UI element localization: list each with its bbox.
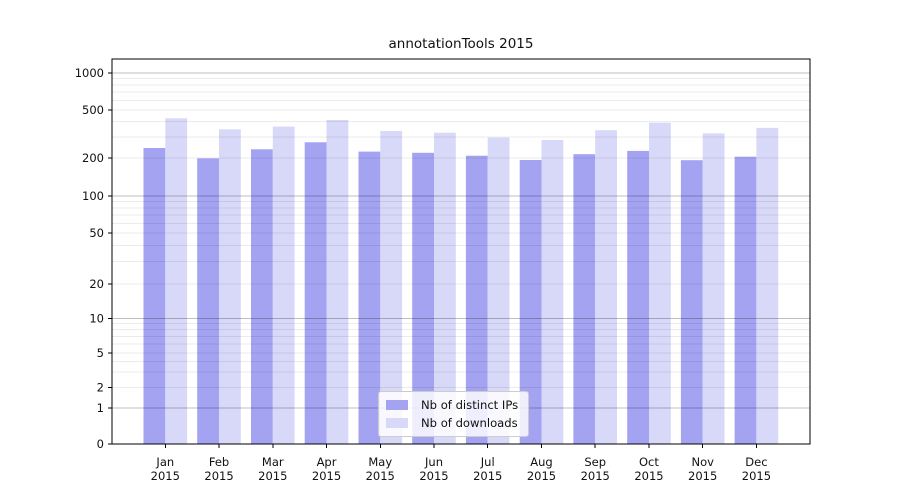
y-tick-label: 2 — [97, 381, 104, 395]
legend-swatch-downloads — [386, 418, 408, 428]
x-tick-label-month: Mar — [262, 455, 284, 469]
x-tick-label-month: May — [368, 455, 392, 469]
x-tick-label-year: 2015 — [151, 469, 180, 483]
y-tick-label: 0 — [97, 437, 104, 451]
bar-nov-ips — [680, 160, 703, 444]
bar-aug-downloads — [541, 140, 564, 444]
y-tick-label: 20 — [89, 277, 104, 291]
legend-label-distinct-ips: Nb of distinct IPs — [421, 398, 519, 412]
x-tick-label-month: Nov — [691, 455, 714, 469]
y-tick-label: 5 — [97, 346, 104, 360]
bar-may-ips — [358, 151, 381, 444]
x-tick-label-year: 2015 — [312, 469, 341, 483]
x-tick-label-month: Dec — [745, 455, 767, 469]
x-tick-label-month: Jul — [480, 455, 495, 469]
legend: Nb of distinct IPs Nb of downloads — [378, 391, 530, 437]
x-tick-label-month: Jan — [155, 455, 174, 469]
bar-feb-ips — [197, 158, 219, 445]
y-tick-label: 50 — [89, 226, 104, 240]
legend-item-distinct-ips: Nb of distinct IPs — [386, 398, 518, 412]
plot-border — [111, 58, 811, 445]
bar-feb-downloads — [219, 129, 241, 445]
chart-title: annotationTools 2015 — [388, 36, 534, 52]
x-tick-label-year: 2015 — [634, 469, 663, 483]
bar-aug-ips — [519, 160, 542, 444]
x-tick-label-year: 2015 — [473, 469, 502, 483]
bar-sep-downloads — [595, 130, 617, 444]
y-tick-label: 500 — [82, 103, 104, 117]
bar-jun-downloads — [434, 132, 456, 444]
x-tick-label-year: 2015 — [527, 469, 556, 483]
y-tick-label: 1000 — [75, 66, 104, 80]
bar-jan-ips — [143, 148, 166, 444]
bar-jul-ips — [465, 155, 488, 444]
bar-apr-ips — [304, 142, 327, 445]
bar-sep-ips — [573, 154, 596, 444]
x-tick-label-month: Apr — [317, 455, 337, 469]
x-tick-label-year: 2015 — [366, 469, 395, 483]
bar-jul-downloads — [487, 137, 510, 444]
legend-label-downloads: Nb of downloads — [421, 416, 518, 430]
x-tick-label-month: Aug — [530, 455, 552, 469]
x-tick-label-year: 2015 — [688, 469, 717, 483]
bar-jan-downloads — [165, 118, 188, 445]
y-tick-label: 1 — [97, 401, 104, 415]
bar-oct-downloads — [649, 122, 671, 444]
x-tick-label-month: Oct — [639, 455, 659, 469]
x-tick-label-month: Feb — [209, 455, 229, 469]
x-tick-label-month: Sep — [584, 455, 606, 469]
x-tick-label-year: 2015 — [258, 469, 287, 483]
y-tick-label: 10 — [89, 312, 104, 326]
y-tick-label: 100 — [82, 189, 104, 203]
bar-apr-downloads — [326, 120, 349, 444]
bar-mar-ips — [251, 149, 273, 445]
bar-oct-ips — [627, 150, 649, 444]
y-tick-label: 200 — [82, 151, 104, 165]
x-tick-label-year: 2015 — [204, 469, 233, 483]
x-tick-label-year: 2015 — [419, 469, 448, 483]
bar-mar-downloads — [272, 126, 295, 444]
legend-swatch-distinct-ips — [386, 400, 408, 410]
bar-dec-ips — [734, 156, 757, 444]
bar-jun-ips — [412, 152, 434, 445]
bar-may-downloads — [380, 131, 403, 444]
legend-item-downloads: Nb of downloads — [386, 416, 518, 430]
x-tick-label-month: Jun — [424, 455, 443, 469]
x-tick-label-year: 2015 — [581, 469, 610, 483]
bar-nov-downloads — [702, 133, 725, 444]
bar-dec-downloads — [756, 127, 779, 445]
x-tick-label-year: 2015 — [742, 469, 771, 483]
